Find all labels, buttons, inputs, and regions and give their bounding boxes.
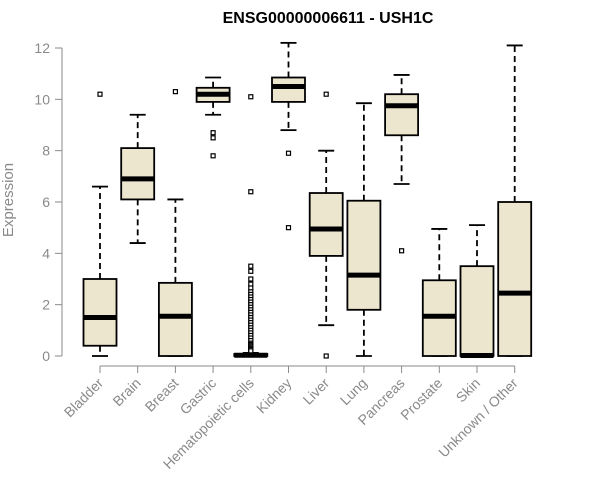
outlier-point <box>248 189 254 195</box>
x-tick-label: Breast <box>142 375 182 415</box>
box-liver <box>308 91 344 359</box>
x-tick-label: Brain <box>109 375 143 409</box>
box-body <box>346 199 382 311</box>
outlier-point <box>248 276 254 282</box>
box-lung <box>346 102 382 357</box>
box-skin <box>459 224 495 358</box>
box-hematopoietic-cells <box>233 94 269 358</box>
outlier-point <box>285 225 292 231</box>
outlier-point <box>248 263 254 269</box>
y-tick-label: 4 <box>42 245 50 261</box>
box-body <box>384 93 420 137</box>
chart-title: ENSG00000006611 - USH1C <box>223 10 434 27</box>
x-tick-label: Lung <box>337 375 370 408</box>
box-body <box>157 281 193 357</box>
box-kidney <box>271 41 306 231</box>
x-tick-label: Skin <box>453 375 484 406</box>
box-pancreas <box>384 74 420 254</box>
x-tick-label: Bladder <box>61 375 107 421</box>
y-tick-label: 6 <box>42 194 50 210</box>
outlier-point <box>172 89 178 95</box>
x-tick-label: Liver <box>300 375 333 408</box>
box-body <box>308 192 344 257</box>
box-body <box>82 278 118 347</box>
outlier-point <box>210 130 216 136</box>
outlier-point <box>210 153 216 159</box>
outlier-point <box>323 353 329 359</box>
y-tick-label: 2 <box>42 297 50 313</box>
y-tick-label: 0 <box>42 348 50 364</box>
y-axis: 0 2 4 6 8 10 12 <box>34 40 63 364</box>
box-series <box>82 41 533 359</box>
box-prostate <box>421 228 457 357</box>
box-body <box>271 76 306 103</box>
box-body <box>459 265 495 357</box>
y-axis-label: Expression <box>0 163 17 237</box>
box-body <box>497 201 533 357</box>
outlier-point <box>323 91 329 97</box>
box-bladder <box>82 91 118 357</box>
outlier-point <box>285 150 292 156</box>
box-unknown-other <box>497 44 533 357</box>
box-brain <box>120 113 156 244</box>
x-tick-label: Kidney <box>253 375 295 417</box>
box-breast <box>157 89 193 357</box>
y-tick-label: 12 <box>34 40 50 56</box>
x-tick-label: Prostate <box>397 375 445 423</box>
outlier-point <box>210 135 216 141</box>
box-gastric <box>195 76 231 159</box>
y-tick-label: 10 <box>34 91 50 107</box>
outlier-point <box>248 94 254 100</box>
outlier-point <box>399 248 405 254</box>
y-tick-label: 8 <box>42 143 50 159</box>
outlier-point <box>248 268 254 274</box>
outlier-point <box>248 348 254 354</box>
outlier-point <box>97 91 103 97</box>
box-body <box>120 147 156 201</box>
